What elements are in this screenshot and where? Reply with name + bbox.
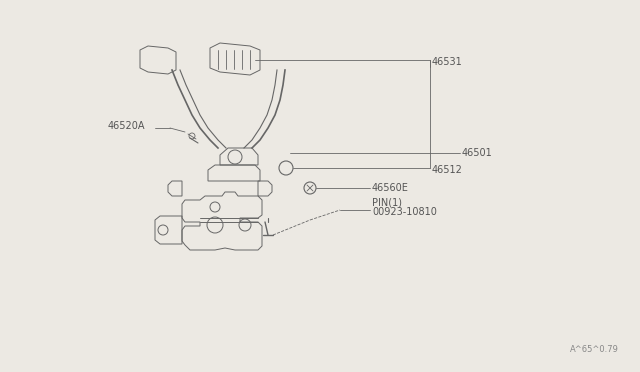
Text: A^65^0.79: A^65^0.79 <box>570 346 619 355</box>
Text: 46560E: 46560E <box>372 183 409 193</box>
Text: PIN(1): PIN(1) <box>372 197 402 207</box>
Text: 46512: 46512 <box>432 165 463 175</box>
Text: 46501: 46501 <box>462 148 493 158</box>
Text: 46520A: 46520A <box>108 121 145 131</box>
Text: 46531: 46531 <box>432 57 463 67</box>
Text: 00923-10810: 00923-10810 <box>372 207 437 217</box>
